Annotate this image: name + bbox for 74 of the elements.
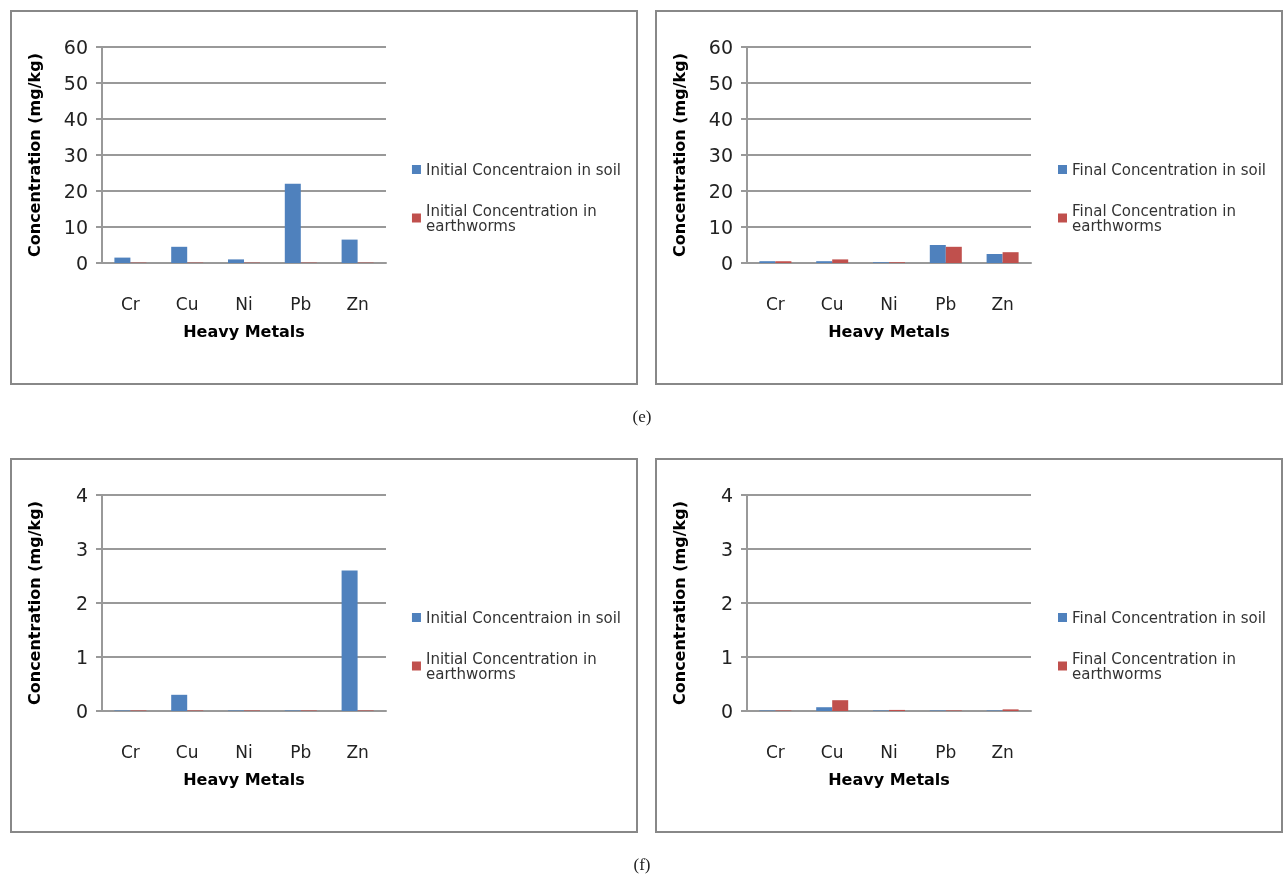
- x-tick-label: Cr: [120, 293, 140, 314]
- y-tick-label: 20: [708, 180, 733, 202]
- x-tick-label: Ni: [235, 741, 253, 762]
- x-tick-label: Zn: [991, 741, 1014, 762]
- bar: [986, 254, 1003, 263]
- x-tick-label: Zn: [991, 293, 1014, 314]
- x-tick-label: Zn: [346, 741, 369, 762]
- bar: [945, 246, 962, 263]
- y-axis-title: Concentration (mg/kg): [24, 501, 44, 705]
- x-tick-label: Cr: [765, 293, 785, 314]
- x-tick-label: Cu: [175, 741, 199, 762]
- y-tick-label: 10: [708, 216, 733, 238]
- y-axis-title: Concentration (mg/kg): [669, 501, 689, 705]
- x-tick-label: Cr: [120, 741, 140, 762]
- bar: [171, 246, 188, 263]
- y-tick-label: 60: [63, 36, 88, 58]
- y-tick-label: 50: [63, 72, 88, 94]
- y-tick-label: 4: [75, 484, 88, 506]
- y-axis-title: Concentration (mg/kg): [24, 53, 44, 257]
- x-tick-label: Cu: [175, 293, 199, 314]
- legend-label: Initial Concentration in earthworms: [425, 201, 602, 235]
- legend-label: Final Concentration in earthworms: [1072, 201, 1241, 235]
- legend-label: Initial Concentraion in soil: [425, 160, 621, 179]
- y-tick-label: 30: [708, 144, 733, 166]
- x-axis-title: Heavy Metals: [183, 321, 305, 341]
- x-tick-label: Cu: [820, 741, 844, 762]
- y-tick-label: 0: [720, 252, 733, 274]
- x-tick-label: Cr: [765, 741, 785, 762]
- bar: [114, 257, 131, 263]
- bar: [832, 259, 849, 263]
- bar: [929, 245, 946, 263]
- y-tick-label: 1: [75, 646, 88, 668]
- x-tick-label: Cu: [820, 293, 844, 314]
- x-tick-label: Zn: [346, 293, 369, 314]
- y-tick-label: 0: [75, 700, 88, 722]
- bar: [341, 570, 358, 711]
- y-tick-label: 40: [63, 108, 88, 130]
- legend-label: Initial Concentraion in soil: [425, 608, 621, 627]
- x-tick-label: Pb: [290, 741, 312, 762]
- legend-label: Initial Concentration in earthworms: [425, 649, 602, 683]
- legend-label: Final Concentration in soil: [1072, 160, 1267, 179]
- y-tick-label: 0: [720, 700, 733, 722]
- y-tick-label: 3: [75, 538, 88, 560]
- x-axis-title: Heavy Metals: [828, 321, 950, 341]
- x-tick-label: Pb: [935, 741, 957, 762]
- legend-label: Final Concentration in earthworms: [1072, 649, 1241, 683]
- text: (f): [632, 855, 652, 875]
- x-tick-label: Ni: [880, 293, 898, 314]
- y-tick-label: 30: [63, 144, 88, 166]
- x-axis-title: Heavy Metals: [183, 769, 305, 789]
- y-axis-title: Concentration (mg/kg): [669, 53, 689, 257]
- bar: [228, 259, 244, 263]
- y-tick-label: 1: [720, 646, 733, 668]
- y-tick-label: 20: [63, 180, 88, 202]
- x-tick-label: Pb: [935, 293, 957, 314]
- y-tick-label: 10: [63, 216, 88, 238]
- bar: [1002, 252, 1019, 263]
- legend-label: Final Concentration in soil: [1072, 608, 1267, 627]
- bar: [284, 183, 301, 263]
- text: (e): [631, 407, 653, 427]
- y-tick-label: 4: [720, 484, 733, 506]
- y-tick-label: 60: [708, 36, 733, 58]
- x-tick-label: Pb: [290, 293, 312, 314]
- y-tick-label: 2: [720, 592, 733, 614]
- y-tick-label: 50: [708, 72, 733, 94]
- x-axis-title: Heavy Metals: [828, 769, 950, 789]
- bar: [171, 694, 188, 711]
- y-tick-label: 40: [708, 108, 733, 130]
- y-tick-label: 2: [75, 592, 88, 614]
- x-tick-label: Ni: [880, 741, 898, 762]
- y-tick-label: 3: [720, 538, 733, 560]
- y-tick-label: 0: [75, 252, 88, 274]
- x-tick-label: Ni: [235, 293, 253, 314]
- bar: [341, 239, 358, 263]
